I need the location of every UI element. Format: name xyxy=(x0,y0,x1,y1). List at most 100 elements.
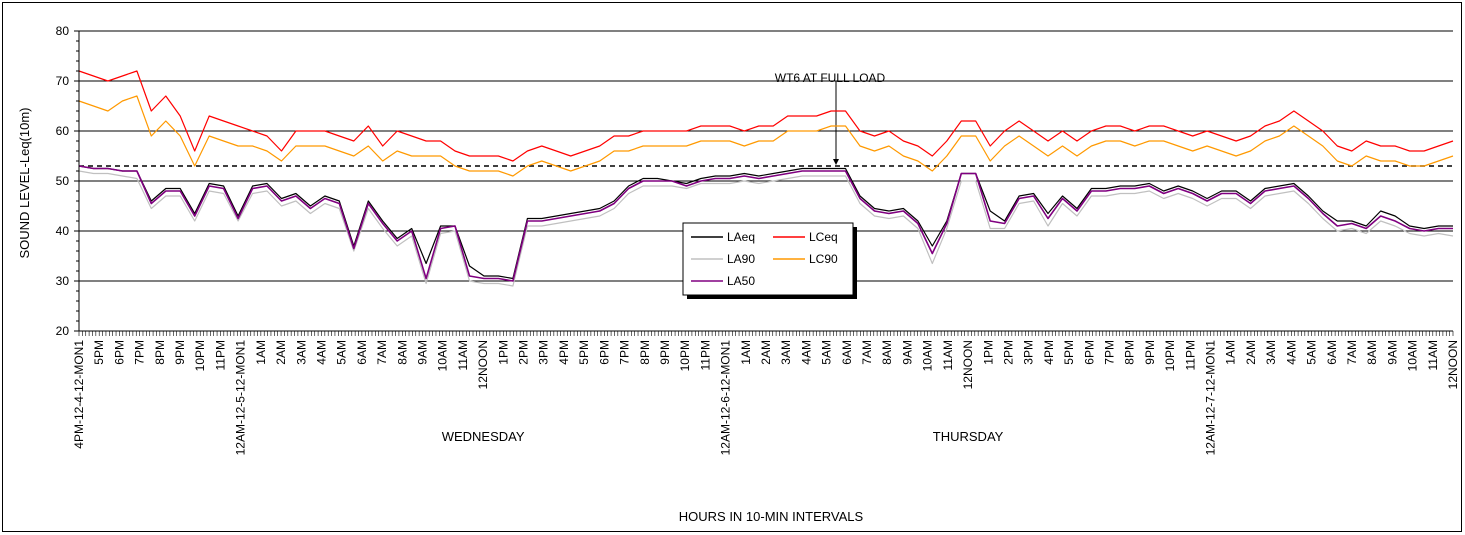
y-tick-label: 50 xyxy=(56,174,70,188)
y-tick-label: 40 xyxy=(56,224,70,238)
x-tick-label: 10PM xyxy=(678,340,692,371)
x-tick-label: 7PM xyxy=(133,340,147,365)
x-tick-label: 10AM xyxy=(921,340,935,371)
day-label: THURSDAY xyxy=(933,429,1004,444)
x-tick-label: 4AM xyxy=(799,340,813,365)
x-tick-label: 8AM xyxy=(880,340,894,365)
x-tick-label: 1PM xyxy=(496,340,510,365)
x-tick-label: 9AM xyxy=(900,340,914,365)
x-tick-label: 2AM xyxy=(274,340,288,365)
y-tick-label: 30 xyxy=(56,274,70,288)
x-tick-labels: 4PM-12-4-12-MON1 5PM 6PM 7PM 8PM 9PM 10PM 11PM 1… xyxy=(72,340,1460,456)
x-tick-label: 5AM xyxy=(335,340,349,365)
x-tick-label: 3AM xyxy=(779,340,793,365)
x-tick-label: 7PM xyxy=(1103,340,1117,365)
legend-label-laeq: LAeq xyxy=(727,230,755,244)
reference-arrow-head xyxy=(833,159,839,165)
legend: LAeq LCeq LA90 LC90 LA50 xyxy=(682,222,857,299)
x-tick-label: 8PM xyxy=(1123,340,1137,365)
y-tick-label: 60 xyxy=(56,124,70,138)
y-tick-label: 20 xyxy=(56,324,70,338)
x-tick-label: 8PM xyxy=(153,340,167,365)
reference-line-label: WT6 AT FULL LOAD xyxy=(775,71,886,85)
x-tick-label: 9PM xyxy=(1143,340,1157,365)
x-tick-label: 8AM xyxy=(1365,340,1379,365)
legend-label-lceq: LCeq xyxy=(809,230,838,244)
x-tick-label: 5PM xyxy=(1062,340,1076,365)
x-tick-label: 4AM xyxy=(314,340,328,365)
x-tick-label: 10PM xyxy=(1163,340,1177,371)
x-tick-label: 9AM xyxy=(1385,340,1399,365)
x-tick-label: 6PM xyxy=(1082,340,1096,365)
series-line-lc90 xyxy=(78,95,1454,177)
line-chart: WT6 AT FULL LOAD 20 30 40 50 60 70 80 4PM-12-4… xyxy=(17,24,1460,524)
series-line-lceq xyxy=(78,70,1454,162)
y-tick-label: 70 xyxy=(56,74,70,88)
x-tick-label: 6AM xyxy=(355,340,369,365)
reference-line-group: WT6 AT FULL LOAD xyxy=(79,71,1453,167)
x-tick-label: 3AM xyxy=(1264,340,1278,365)
series-line-la90 xyxy=(78,170,1454,287)
x-tick-label: 7PM xyxy=(618,340,632,365)
x-tick-label: 2PM xyxy=(517,340,531,365)
x-tick-label: 11PM xyxy=(698,340,712,370)
day-labels: WEDNESDAY THURSDAY xyxy=(442,429,1004,444)
x-tick-label: 10AM xyxy=(1406,340,1420,371)
day-label: WEDNESDAY xyxy=(442,429,525,444)
x-tick-label: 3PM xyxy=(537,340,551,365)
x-tick-label: 12NOON xyxy=(1446,340,1460,389)
x-tick-label: 12NOON xyxy=(961,340,975,389)
x-tick-label: 11PM xyxy=(213,340,227,370)
x-tick-label: 12AM-12-7-12-MON1 xyxy=(1204,340,1218,456)
series-line-laeq xyxy=(78,165,1453,280)
x-tick-label: 1AM xyxy=(739,340,753,365)
x-tick-label: 9PM xyxy=(173,340,187,365)
x-tick-label: 5PM xyxy=(577,340,591,365)
x-tick-label: 9PM xyxy=(658,340,672,365)
x-tick-label: 11PM xyxy=(1183,340,1197,370)
x-tick-label: 12AM-12-6-12-MON1 xyxy=(719,340,733,456)
x-tick-label: 7AM xyxy=(860,340,874,365)
x-tick-label: 11AM xyxy=(1426,340,1440,370)
x-tick-label: 9AM xyxy=(416,340,430,365)
legend-label-lc90: LC90 xyxy=(809,252,838,266)
x-tick-label: 2PM xyxy=(1001,340,1015,365)
x-tick-label: 1PM xyxy=(981,340,995,365)
x-tick-label: 12NOON xyxy=(476,340,490,389)
y-axis-title: SOUND LEVEL-Leq(10m) xyxy=(17,108,32,259)
x-tick-label: 7AM xyxy=(375,340,389,365)
x-tick-label: 8PM xyxy=(638,340,652,365)
x-tick-label: 4AM xyxy=(1284,340,1298,365)
x-tick-label: 3PM xyxy=(1022,340,1036,365)
x-tick-label: 5PM xyxy=(92,340,106,365)
axes xyxy=(74,30,1454,336)
x-tick-label: 11AM xyxy=(941,340,955,370)
x-tick-label: 6PM xyxy=(112,340,126,365)
x-tick-label: 10PM xyxy=(193,340,207,371)
x-tick-label: 1AM xyxy=(1224,340,1238,365)
x-tick-label: 2AM xyxy=(759,340,773,365)
x-tick-label: 12AM-12-5-12-MON1 xyxy=(234,340,248,456)
x-tick-label: 4PM xyxy=(1042,340,1056,365)
x-tick-label: 4PM xyxy=(557,340,571,365)
x-tick-label: 4PM-12-4-12-MON1 xyxy=(72,340,86,449)
x-tick-label: 6AM xyxy=(840,340,854,365)
y-tick-label: 80 xyxy=(56,24,70,38)
legend-label-la90: LA90 xyxy=(727,252,755,266)
x-tick-label: 5AM xyxy=(1305,340,1319,365)
x-tick-label: 3AM xyxy=(294,340,308,365)
x-tick-label: 6PM xyxy=(597,340,611,365)
x-tick-label: 10AM xyxy=(436,340,450,371)
x-tick-label: 1AM xyxy=(254,340,268,365)
series-line-la50 xyxy=(78,165,1453,282)
legend-label-la50: LA50 xyxy=(727,274,755,288)
x-tick-label: 11AM xyxy=(456,340,470,370)
x-tick-label: 5AM xyxy=(820,340,834,365)
x-tick-label: 8AM xyxy=(395,340,409,365)
x-tick-label: 6AM xyxy=(1325,340,1339,365)
x-tick-label: 2AM xyxy=(1244,340,1258,365)
y-tick-labels: 20 30 40 50 60 70 80 xyxy=(56,24,70,338)
x-axis-title: HOURS IN 10-MIN INTERVALS xyxy=(679,509,864,524)
series-lines xyxy=(78,70,1454,287)
